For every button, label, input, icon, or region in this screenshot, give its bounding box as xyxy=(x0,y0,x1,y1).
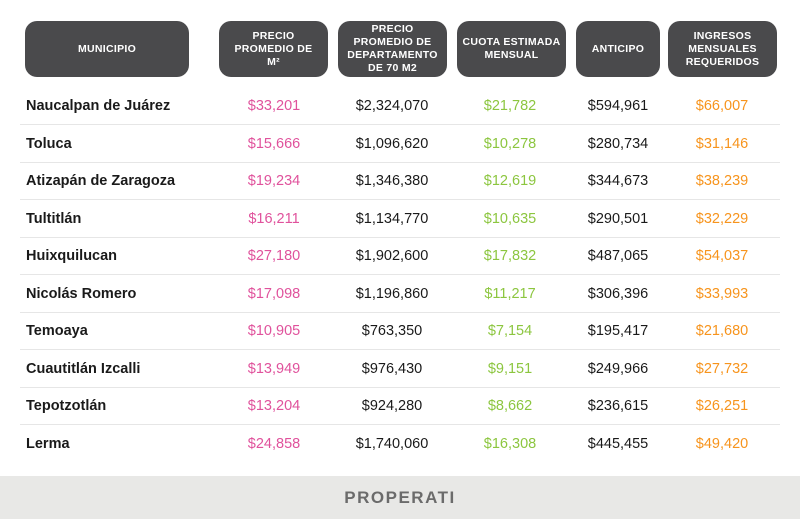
column-header-0: MUNICIPIO xyxy=(25,21,189,77)
value-cell-col-4: $280,734 xyxy=(587,135,649,152)
municipio-cell: Toluca xyxy=(26,135,72,152)
value-cell-col-5: $31,146 xyxy=(695,135,749,152)
value-cell-col-5: $49,420 xyxy=(695,435,749,452)
municipio-cell: Temoaya xyxy=(26,323,88,339)
municipio-cell: Atizapán de Zaragoza xyxy=(26,173,176,189)
value-cell-col-1: $24,858 xyxy=(247,435,301,452)
table-row: Temoaya $10,905 $763,350 $7,154 $195,417 $21,… xyxy=(20,313,780,350)
value-cell-col-4: $290,501 xyxy=(587,210,649,227)
municipio-cell: Tepotzotlán xyxy=(26,398,107,414)
value-cell-col-3: $10,635 xyxy=(483,210,537,227)
value-cell-col-4: $236,615 xyxy=(587,398,649,414)
table-row: Huixquilucan $27,180 $1,902,600 $17,832 $487… xyxy=(20,238,780,275)
municipio-cell: Tultitlán xyxy=(26,210,82,227)
value-cell-col-3: $16,308 xyxy=(483,435,537,452)
table-row: Lerma $24,858 $1,740,060 $16,308 $445,455 $49… xyxy=(20,426,780,463)
row-divider xyxy=(20,161,780,163)
municipio-cell: Naucalpan de Juárez xyxy=(26,98,171,114)
row-divider xyxy=(20,236,780,238)
municipio-cell: Huixquilucan xyxy=(26,248,118,264)
table-row: Nicolás Romero $17,098 $1,196,860 $11,217 $3… xyxy=(20,276,780,313)
table-row: Toluca $15,666 $1,096,620 $10,278 $280,734 $3… xyxy=(20,126,780,163)
value-cell-col-3: $9,151 xyxy=(487,360,533,377)
value-cell-col-1: $13,949 xyxy=(247,360,301,377)
value-cell-col-2: $1,134,770 xyxy=(355,210,429,227)
value-cell-col-4: $594,961 xyxy=(587,98,649,114)
value-cell-col-2: $976,430 xyxy=(361,360,423,377)
table-row: Atizapán de Zaragoza $19,234 $1,346,380 $12… xyxy=(20,163,780,200)
table-row: Tepotzotlán $13,204 $924,280 $8,662 $236,615… xyxy=(20,388,780,425)
value-cell-col-2: $1,196,860 xyxy=(355,285,429,302)
footer-bar: PROPERATI xyxy=(0,476,800,519)
value-cell-col-1: $33,201 xyxy=(247,98,301,114)
municipio-cell: Nicolás Romero xyxy=(26,285,137,302)
column-header-1: PRECIO PROMEDIO DE M² xyxy=(219,21,328,77)
table-row: Naucalpan de Juárez $33,201 $2,324,070 $21,… xyxy=(20,88,780,125)
value-cell-col-2: $924,280 xyxy=(361,398,423,414)
table-row: Cuautitlán Izcalli $13,949 $976,430 $9,151 $… xyxy=(20,351,780,388)
value-cell-col-5: $38,239 xyxy=(695,173,749,189)
value-cell-col-2: $1,096,620 xyxy=(355,135,429,152)
row-divider xyxy=(20,424,780,425)
value-cell-col-4: $195,417 xyxy=(587,323,649,339)
value-cell-col-5: $21,680 xyxy=(695,323,749,339)
value-cell-col-2: $763,350 xyxy=(361,323,423,339)
value-cell-col-5: $26,251 xyxy=(695,398,749,414)
value-cell-col-4: $306,396 xyxy=(587,285,649,302)
value-cell-col-2: $1,346,380 xyxy=(355,173,429,189)
row-divider xyxy=(20,274,780,275)
value-cell-col-1: $27,180 xyxy=(247,248,301,264)
value-cell-col-1: $19,234 xyxy=(247,173,301,189)
row-divider xyxy=(20,311,780,313)
value-cell-col-3: $21,782 xyxy=(483,98,537,114)
value-cell-col-3: $8,662 xyxy=(487,398,533,414)
row-divider xyxy=(20,124,780,125)
value-cell-col-4: $487,065 xyxy=(587,248,649,264)
value-cell-col-4: $344,673 xyxy=(587,173,649,189)
column-header-2: PRECIO PROMEDIO DE DEPARTAMENTO DE 70 M2 xyxy=(338,21,447,77)
value-cell-col-1: $10,905 xyxy=(247,323,301,339)
value-cell-col-3: $12,619 xyxy=(483,173,537,189)
column-header-5: INGRESOS MENSUALES REQUERIDOS xyxy=(668,21,777,77)
value-cell-col-2: $1,902,600 xyxy=(355,248,429,264)
value-cell-col-5: $27,732 xyxy=(695,360,749,377)
value-cell-col-5: $66,007 xyxy=(695,98,749,114)
brand-logo: PROPERATI xyxy=(344,487,456,507)
value-cell-col-1: $15,666 xyxy=(247,135,301,152)
municipio-cell: Lerma xyxy=(26,435,70,452)
table-row: Tultitlán $16,211 $1,134,770 $10,635 $290,50… xyxy=(20,201,780,238)
row-divider xyxy=(20,386,780,388)
value-cell-col-4: $445,455 xyxy=(587,435,649,452)
column-header-3: CUOTA ESTIMADA MENSUAL xyxy=(457,21,566,77)
row-divider xyxy=(20,349,780,350)
value-cell-col-1: $13,204 xyxy=(247,398,301,414)
value-cell-col-3: $11,217 xyxy=(484,285,536,302)
municipio-cell: Cuautitlán Izcalli xyxy=(26,360,141,377)
value-cell-col-1: $16,211 xyxy=(248,210,300,227)
value-cell-col-1: $17,098 xyxy=(247,285,301,302)
value-cell-col-3: $17,832 xyxy=(483,248,537,264)
value-cell-col-4: $249,966 xyxy=(587,360,649,377)
value-cell-col-3: $7,154 xyxy=(487,323,533,339)
value-cell-col-5: $33,993 xyxy=(695,285,749,302)
value-cell-col-2: $1,740,060 xyxy=(355,435,429,452)
value-cell-col-5: $32,229 xyxy=(695,210,749,227)
value-cell-col-2: $2,324,070 xyxy=(355,98,429,114)
value-cell-col-5: $54,037 xyxy=(695,248,749,264)
value-cell-col-3: $10,278 xyxy=(483,135,537,152)
column-header-4: ANTICIPO xyxy=(576,21,660,77)
row-divider xyxy=(20,199,780,200)
